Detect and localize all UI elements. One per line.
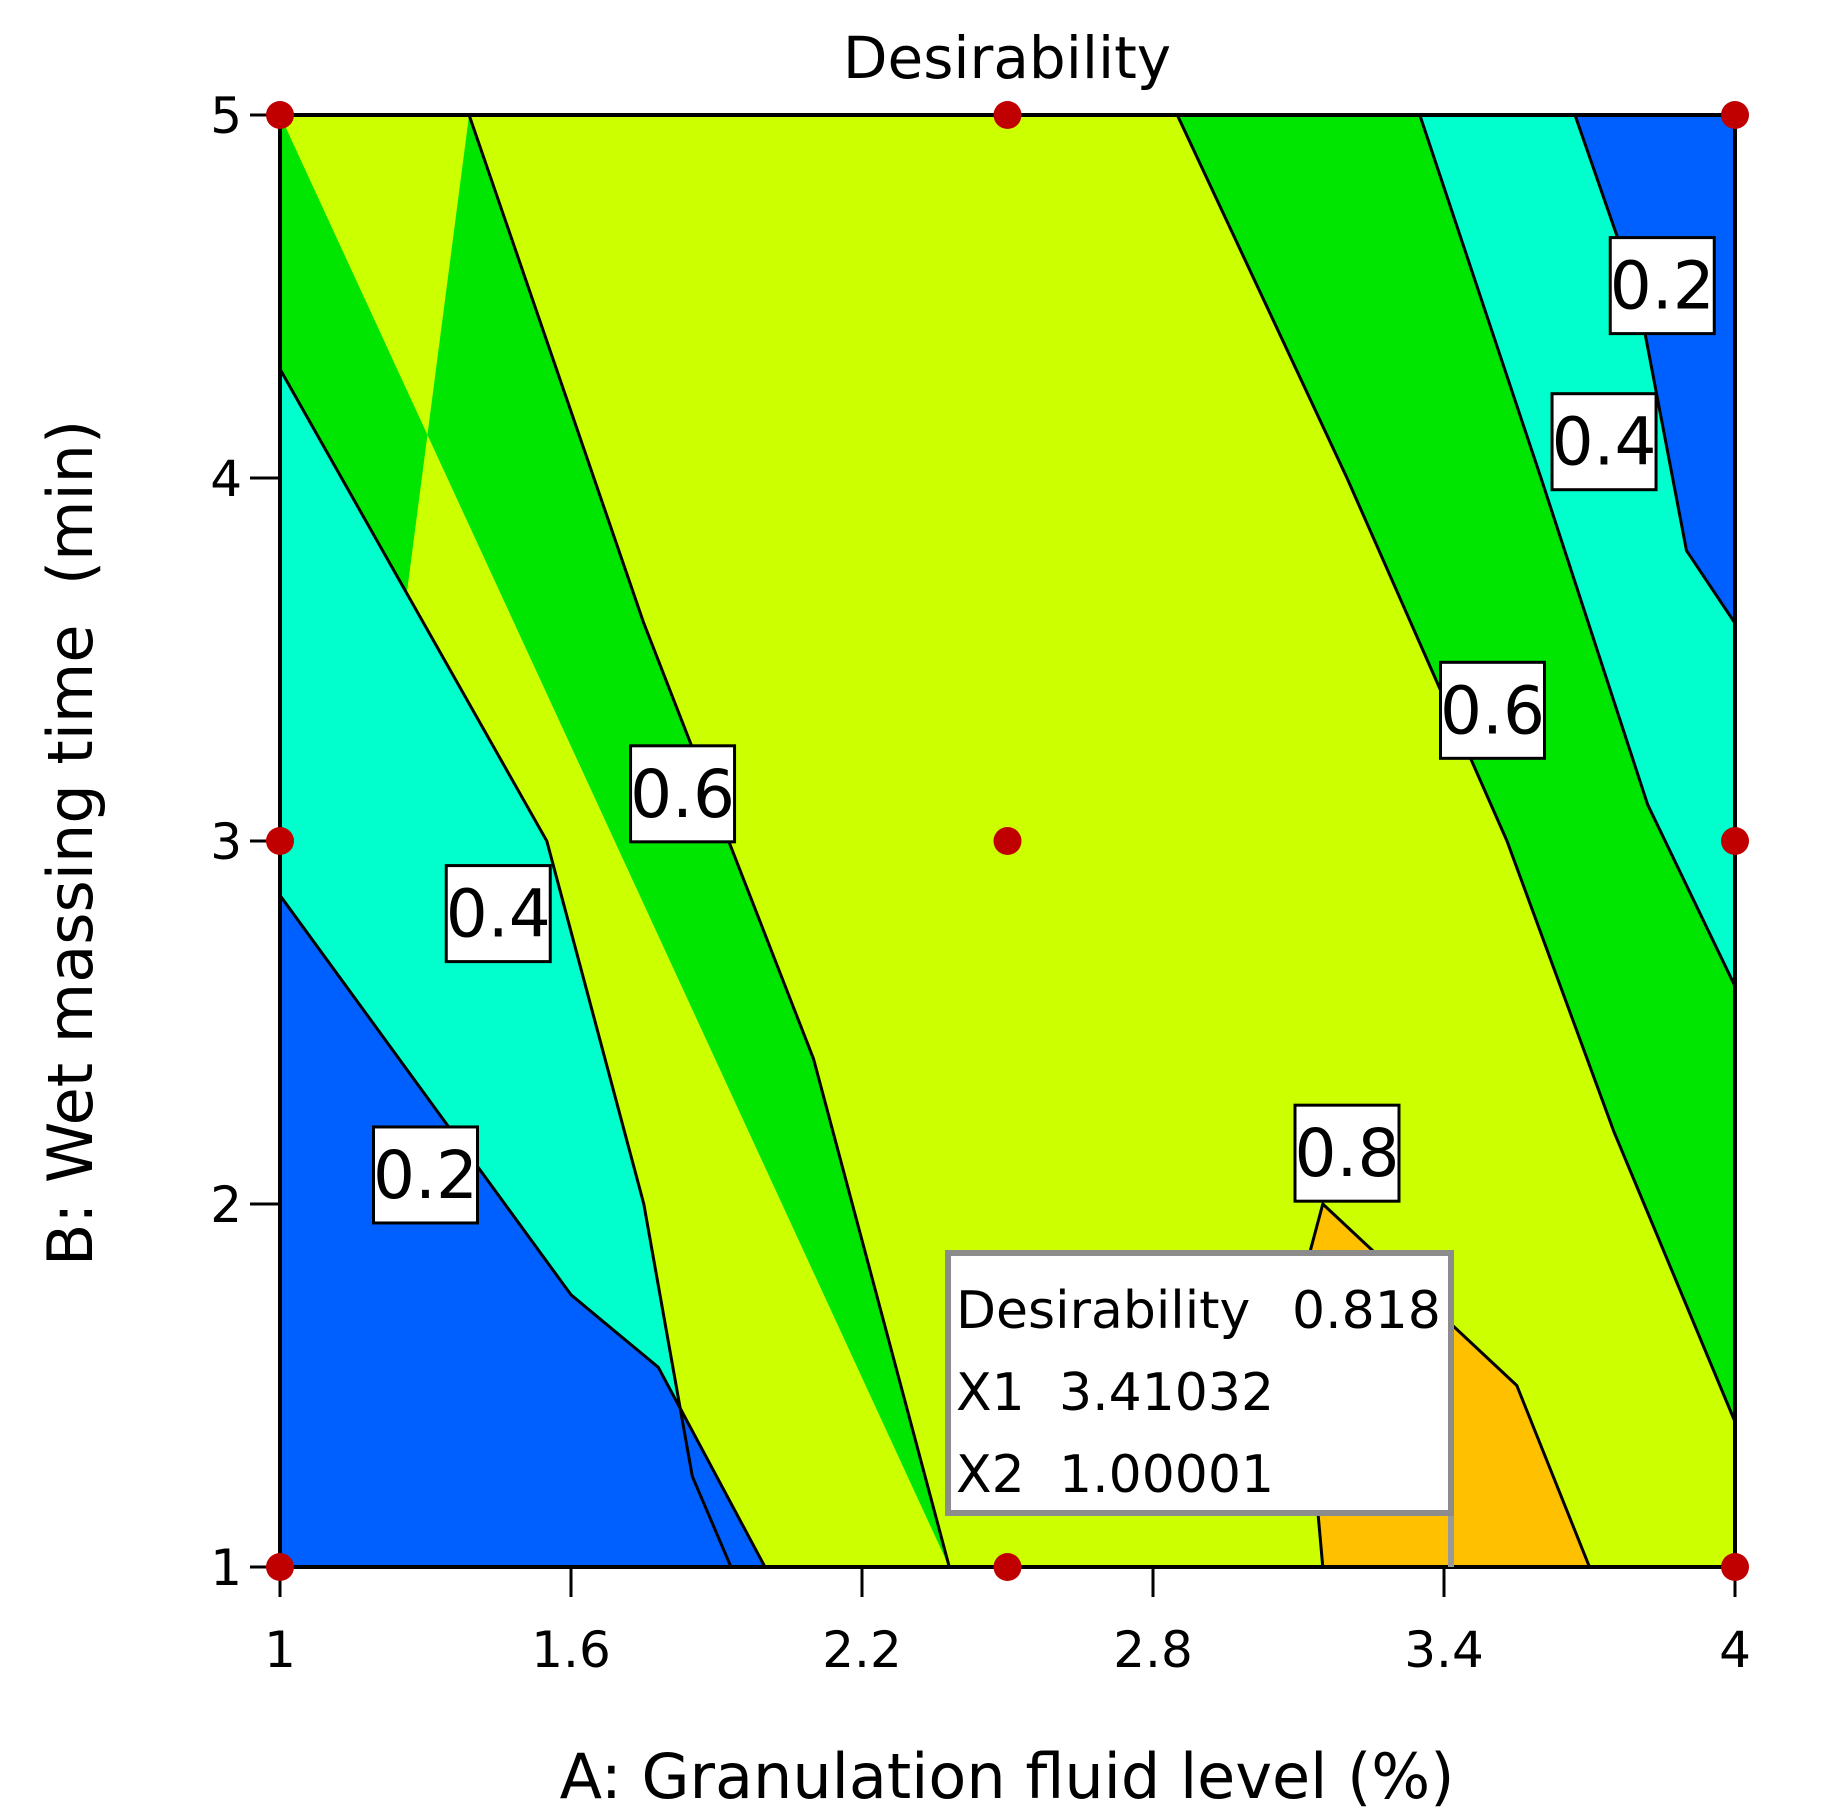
region-0.4-0.6-left [280, 115, 950, 1567]
contour-label-box [444, 864, 552, 964]
tooltip-key-x1: X1 [956, 1363, 1025, 1423]
x-tick-label: 4 [1719, 1621, 1751, 1679]
contour-label-0.6: 0.6 [1439, 660, 1546, 760]
design-point[interactable] [993, 101, 1022, 129]
contour-line-0.4-4 [1418, 115, 1735, 987]
y-tick-label: 2 [210, 1176, 242, 1234]
contour-line-0.6-3 [1175, 115, 1735, 1423]
contour-label-box [1293, 1103, 1401, 1203]
y-axis-label: B: Wet massing time (min) [34, 420, 107, 1266]
y-tick-label: 3 [210, 813, 242, 871]
x-tick-label: 3.4 [1404, 1621, 1484, 1679]
y-tick-label: 1 [210, 1539, 242, 1597]
design-point[interactable] [993, 1553, 1022, 1581]
contour-label-text: 0.4 [1552, 404, 1657, 481]
design-points [266, 101, 1749, 1581]
contour-label-text: 0.4 [446, 876, 551, 953]
y-tick-label: 4 [210, 450, 242, 508]
contour-label-text: 0.2 [373, 1137, 478, 1214]
contour-label-box [629, 744, 737, 844]
contour-label-box [1608, 236, 1716, 336]
contour-labels: 0.2 0.4 0.6 0.8 0.6 0.4 0.2 [372, 236, 1716, 1225]
contour-label-0.4: 0.4 [1550, 392, 1658, 492]
contour-label-text: 0.6 [1440, 672, 1545, 749]
tooltip-box [945, 1250, 1454, 1516]
design-point[interactable] [993, 827, 1022, 855]
contour-label-0.4: 0.4 [444, 864, 552, 964]
contour-label-text: 0.8 [1295, 1115, 1400, 1192]
tooltip-value-x2: 1.00001 [1059, 1445, 1274, 1505]
contour-label-text: 0.2 [1610, 248, 1715, 325]
x-tick-label: 2.2 [822, 1621, 902, 1679]
contour-line-0.2-0 [280, 894, 767, 1567]
design-point[interactable] [266, 827, 294, 855]
x-tick-label: 1 [264, 1621, 296, 1679]
chart-title: Desirability [843, 24, 1171, 92]
optimum-tooltip: Desirability 0.818 X1 3.41032 X2 1.00001 [945, 1250, 1454, 1567]
tooltip-key-x2: X2 [956, 1445, 1025, 1505]
contour-label-box [1439, 660, 1546, 760]
contour-label-0.2: 0.2 [1608, 236, 1716, 336]
contour-line-0.4-1 [280, 368, 733, 1567]
x-axis-label: A: Granulation fluid level (%) [560, 1740, 1455, 1813]
design-point[interactable] [1721, 1553, 1749, 1581]
tooltip-key-desirability: Desirability [956, 1281, 1250, 1341]
contour-label-0.6: 0.6 [629, 744, 737, 844]
contour-line-0.2-5 [1573, 115, 1735, 625]
tooltip-value-x1: 3.41032 [1059, 1363, 1274, 1423]
contour-label-text: 0.6 [630, 756, 735, 833]
design-point[interactable] [266, 101, 294, 129]
x-tick-label: 1.6 [531, 1621, 611, 1679]
tooltip-value-desirability: 0.818 [1292, 1281, 1441, 1341]
y-tick-label: 5 [210, 87, 242, 145]
axis-tick-labels: 1 1.6 2.2 2.8 3.4 4 1 2 3 4 5 [210, 87, 1751, 1679]
design-point[interactable] [1721, 827, 1749, 855]
design-point[interactable] [266, 1553, 294, 1581]
x-tick-label: 2.8 [1113, 1621, 1193, 1679]
contour-label-0.2: 0.2 [372, 1125, 479, 1225]
contour-label-box [1550, 392, 1658, 492]
design-point[interactable] [1721, 101, 1749, 129]
contour-label-box [372, 1125, 479, 1225]
contour-lines [280, 115, 1735, 1567]
contour-label-0.8: 0.8 [1293, 1103, 1401, 1203]
